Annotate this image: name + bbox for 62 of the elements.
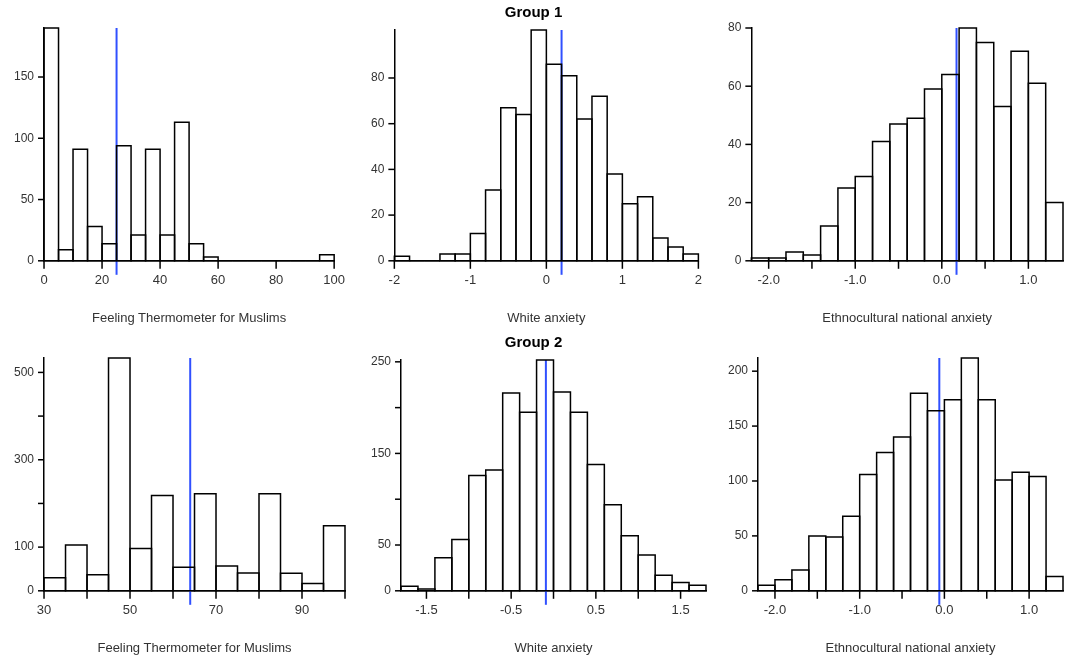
x-tick-label: 80 [268,272,284,288]
x-tick-label: 0 [40,272,48,288]
y-tick-label: 0 [384,583,392,598]
x-tick-label: -1.0 [844,272,867,288]
y-tick-label: 0 [741,583,749,598]
x-tick-label: -1.5 [415,602,438,618]
y-tick-label: 80 [727,20,742,35]
x-tick-label: 1.5 [671,602,690,618]
x-tick-label: 40 [152,272,168,288]
y-tick-label: 0 [27,253,35,268]
y-tick-label: 60 [727,78,742,93]
x-tick-label: 0.0 [932,272,951,288]
y-tick-label: 50 [377,537,392,552]
x-tick-label: -2.0 [757,272,780,288]
x-tick-label: 2 [694,272,702,288]
y-tick-label: 20 [727,194,742,209]
x-tick-label: -1 [464,272,477,288]
x-tick-label: 20 [94,272,110,288]
x-tick-label: 30 [36,602,52,618]
x-tick-label: -0.5 [499,602,523,618]
x-tick-label: 1.0 [1020,602,1039,618]
x-axis-title: Feeling Thermometer for Muslims [92,309,287,325]
y-tick-label: 50 [20,191,35,206]
x-axis-title: Feeling Thermometer for Muslims [97,639,293,655]
x-tick-label: 1 [618,272,626,288]
y-tick-label: 60 [370,116,385,130]
y-tick-label: 100 [727,473,749,488]
x-tick-label: 0.5 [586,602,605,618]
x-tick-label: 0.0 [935,602,954,618]
y-tick-label: 80 [370,70,385,85]
y-tick-label: 100 [13,539,35,554]
x-axis-title: White anxiety [507,309,586,325]
x-tick-label: -2 [388,272,401,288]
y-tick-label: 20 [370,207,385,222]
x-tick-label: 70 [208,602,224,618]
y-tick-label: 500 [13,364,35,379]
x-tick-label: 1.0 [1019,272,1038,288]
x-tick-label: -2.0 [763,602,787,618]
y-tick-label: 0 [27,583,35,598]
chart-title: Group 1 [504,3,563,21]
y-tick-label: 300 [13,452,35,467]
y-tick-label: 50 [734,528,749,543]
x-axis-title: Ethnocultural national anxiety [825,639,996,655]
y-tick-label: 150 [727,418,749,433]
x-tick-label: 60 [210,272,226,288]
y-tick-label: 40 [370,161,385,176]
y-tick-label: 100 [13,130,35,145]
y-tick-label: 0 [734,253,742,268]
y-tick-label: 250 [370,354,392,369]
x-tick-label: 90 [294,602,310,618]
chart-title: Group 2 [504,333,563,351]
x-tick-label: 100 [323,272,346,288]
y-tick-label: 150 [13,69,35,84]
x-tick-label: 0 [542,272,550,288]
x-tick-label: 50 [122,602,138,618]
y-tick-label: 40 [727,136,742,151]
y-tick-label: 0 [377,253,385,268]
y-tick-label: 150 [370,445,392,460]
y-tick-label: 200 [727,363,749,378]
x-axis-title: White anxiety [514,639,594,655]
x-axis-title: Ethnocultural national anxiety [822,309,993,325]
x-tick-label: -1.0 [848,602,871,618]
